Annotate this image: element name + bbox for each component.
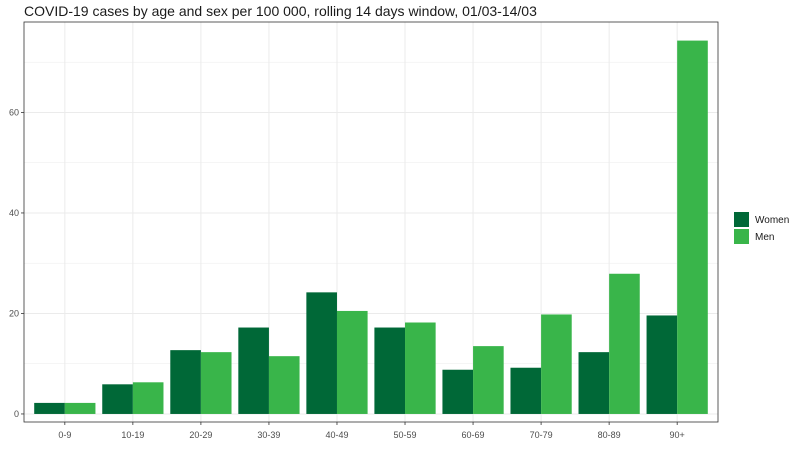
bar-men-90+	[677, 40, 708, 414]
bar-women-70-79	[510, 367, 542, 414]
bar-men-30-39	[268, 356, 300, 414]
bars	[34, 40, 708, 414]
axes: 0 20 40 60 0-9 10-19 20-29 30-39 40-49 50-59 60-69…	[9, 107, 685, 440]
chart-title: COVID-19 cases by age and sex per 100 00…	[24, 3, 537, 19]
legend: Women Men	[734, 212, 789, 244]
bar-men-50-59	[405, 322, 436, 414]
bar-women-90+	[646, 315, 678, 414]
bar-women-80-89	[578, 352, 610, 414]
y-tick-label: 40	[9, 208, 19, 218]
legend-key-women	[734, 212, 749, 227]
bar-men-10-19	[132, 382, 164, 414]
plot-panel-border	[23, 21, 719, 423]
bar-women-60-69	[442, 369, 474, 414]
y-tick-label: 60	[9, 107, 19, 117]
bar-women-20-29	[170, 350, 201, 414]
bar-women-50-59	[374, 327, 406, 414]
bar-men-80-89	[609, 273, 640, 414]
x-tick-label: 10-19	[121, 430, 144, 440]
x-tick-label: 60-69	[462, 430, 485, 440]
bar-men-20-29	[200, 352, 232, 414]
bar-women-30-39	[238, 327, 269, 414]
x-tick-label: 70-79	[530, 430, 553, 440]
bar-men-40-49	[336, 310, 368, 414]
bar-women-0-9	[34, 402, 65, 414]
x-tick-label: 90+	[670, 430, 685, 440]
bar-men-60-69	[473, 346, 504, 414]
x-tick-label: 20-29	[189, 430, 212, 440]
y-tick-label: 0	[14, 409, 19, 419]
y-tick-label: 20	[9, 308, 19, 318]
bar-men-70-79	[541, 314, 572, 414]
bar-women-40-49	[306, 292, 337, 414]
x-tick-label: 80-89	[598, 430, 621, 440]
x-tick-label: 40-49	[325, 430, 348, 440]
x-tick-label: 50-59	[394, 430, 417, 440]
legend-label-men: Men	[755, 232, 774, 243]
bar-men-0-9	[64, 402, 96, 414]
legend-key-men	[734, 229, 749, 244]
legend-label-women: Women	[755, 215, 789, 226]
x-tick-label: 30-39	[257, 430, 280, 440]
bar-women-10-19	[102, 384, 133, 414]
x-tick-label: 0-9	[58, 430, 71, 440]
